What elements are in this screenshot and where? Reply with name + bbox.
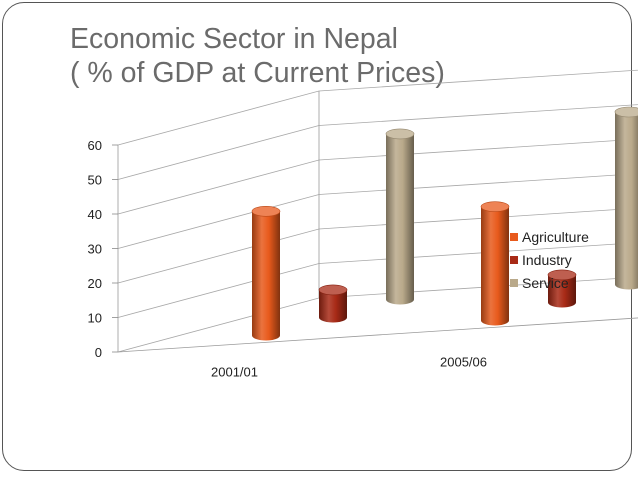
gridline-40 [117,138,638,215]
title-line-1: Economic Sector in Nepal [70,23,398,55]
y-tick-label: 0 [95,345,102,360]
title-line-2: ( % of GDP at Current Prices) [70,57,445,89]
bar-service-2001-01 [385,128,415,305]
chart-bars [251,106,638,341]
y-tick-label: 30 [88,242,102,257]
x-category-label: 2005/06 [440,355,487,370]
y-tick-label: 20 [88,276,102,291]
legend-label-service: Service [522,275,569,291]
legend-label-industry: Industry [522,252,572,268]
y-tick-label: 10 [88,311,102,326]
chart-walls [112,69,638,353]
chart-labels: 01020304050602001/012005/062008/09Agricu… [88,138,590,380]
floor-front-edge [117,317,638,353]
legend-swatch-service [510,279,518,287]
gridline-60 [117,69,638,146]
y-tick-label: 60 [88,138,102,153]
y-tick-label: 50 [88,173,102,188]
gridline-50 [117,104,638,180]
bar-service-2005-06 [614,106,638,290]
bar-industry-2005-06 [547,269,577,308]
bar-industry-2001-01 [318,284,348,323]
legend-label-agriculture: Agriculture [522,229,589,245]
legend-swatch-agriculture [510,233,518,241]
slide-frame [2,2,632,471]
x-category-label: 2001/01 [211,365,258,380]
bar-agriculture-2001-01 [251,206,281,341]
slide-title: Economic Sector in Nepal ( % of GDP at C… [70,22,445,90]
y-tick-label: 40 [88,207,102,222]
legend-swatch-industry [510,256,518,264]
bar-agriculture-2005-06 [480,201,510,326]
